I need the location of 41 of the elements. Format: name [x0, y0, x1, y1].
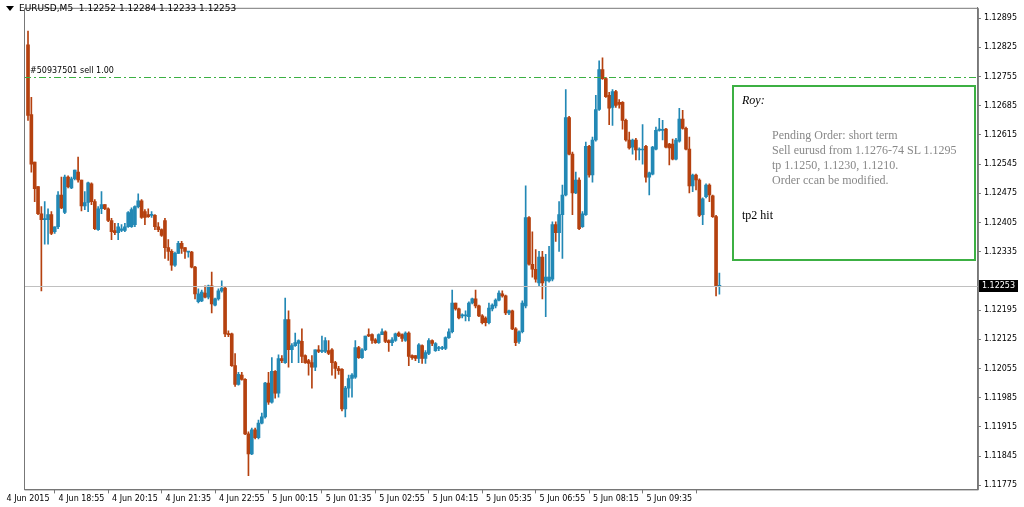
- chart-title: EURUSD,M5 1.12252 1.12284 1.12233 1.12253: [19, 3, 237, 13]
- y-tick-label: 1.12055: [983, 363, 1018, 373]
- y-tick-label: 1.12195: [983, 305, 1018, 315]
- y-tick-label: 1.12545: [983, 159, 1018, 169]
- y-tick-label: 1.12335: [983, 246, 1018, 256]
- candlestick: [42, 201, 47, 245]
- x-tick-label: 5 Jun 04:15: [432, 494, 479, 504]
- x-tick-label: 4 Jun 22:55: [218, 494, 265, 504]
- x-tick-label: 5 Jun 01:35: [325, 494, 372, 504]
- y-tick-label: 1.12125: [983, 334, 1018, 344]
- y-tick-label: 1.12475: [983, 188, 1018, 198]
- candlestick: [310, 355, 314, 389]
- y-tick-label: 1.11915: [983, 421, 1018, 431]
- annotation: Order ccan be modified.: [771, 173, 890, 188]
- x-tick-label: 5 Jun 05:35: [486, 494, 532, 504]
- y-tick-label: 1.12895: [983, 13, 1018, 23]
- candlestick: [320, 335, 324, 353]
- x-tick-label: 4 Jun 21:35: [165, 494, 212, 504]
- x-tick-label: 5 Jun 09:35: [646, 494, 693, 504]
- y-tick-label: 1.11985: [983, 392, 1018, 402]
- y-tick-label: 1.12755: [983, 71, 1018, 81]
- annotation: Sell eurusd from 1.1276-74 SL 1.1295: [771, 143, 958, 158]
- x-tick-label: 5 Jun 02:55: [379, 494, 425, 504]
- ref-line-label: 1.12253: [981, 281, 1016, 290]
- x-tick-label: 4 Jun 20:15: [112, 494, 158, 504]
- x-tick-label: 5 Jun 06:55: [539, 494, 586, 504]
- annotation: tp2 hit: [742, 208, 774, 223]
- y-tick-label: 1.12825: [983, 42, 1018, 52]
- annotation: tp 1.1250, 1.1230, 1.1210.: [771, 158, 900, 173]
- x-tick-label: 5 Jun 00:15: [272, 494, 319, 504]
- y-tick-label: 1.11845: [983, 451, 1018, 461]
- y-tick-label: 1.12685: [983, 100, 1018, 110]
- y-tick-label: 1.11775: [983, 480, 1018, 490]
- x-tick-label: 5 Jun 08:15: [592, 494, 639, 504]
- y-tick-label: 1.12615: [983, 130, 1018, 140]
- x-tick-label: 4 Jun 2015: [6, 494, 50, 504]
- x-tick-label: 4 Jun 18:55: [58, 494, 105, 504]
- annotation: Pending Order: short term: [771, 128, 899, 143]
- y-tick-label: 1.12405: [983, 217, 1018, 227]
- annotation: Roy:: [742, 93, 766, 108]
- ref-line-label: #50937501 sell 1.00: [30, 65, 114, 75]
